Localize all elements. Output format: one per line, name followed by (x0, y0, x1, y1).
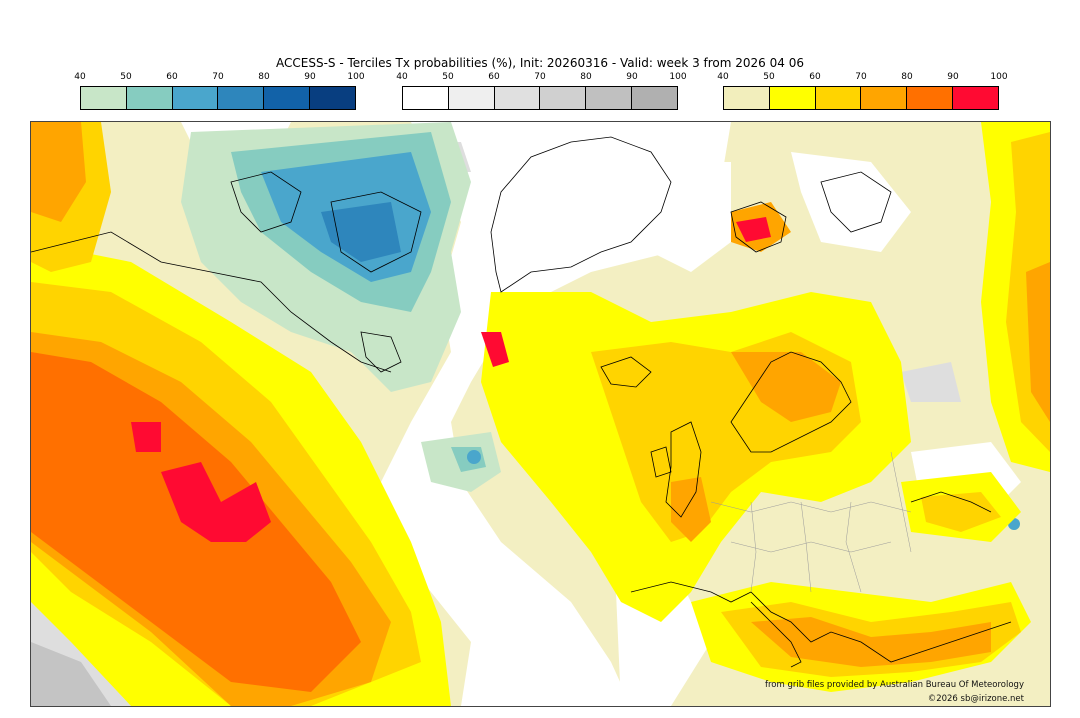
colorbar-swatch (815, 87, 862, 109)
tick-label: 40 (396, 72, 408, 82)
coastlines (31, 136, 1012, 668)
tick-label: 100 (669, 72, 687, 82)
tick-label: 80 (901, 72, 913, 82)
below-normal-areas (181, 122, 1020, 530)
tick-label: 60 (166, 72, 178, 82)
tick-label: 70 (212, 72, 224, 82)
colorbar-swatch (769, 87, 816, 109)
colorbar-swatch (310, 87, 355, 109)
colorbar-swatch (448, 87, 495, 109)
colorbar-swatch (586, 87, 633, 109)
tick-label: 90 (304, 72, 316, 82)
colorbar-swatch (494, 87, 541, 109)
source-credit: from grib files provided by Australian B… (764, 680, 1024, 690)
legend-ticks: 40 50 60 70 80 90 100 (717, 72, 1007, 86)
tick-label: 60 (488, 72, 500, 82)
chart-title: ACCESS-S - Terciles Tx probabilities (%)… (276, 56, 804, 70)
copyright-credit: ©2026 sb@irizone.net (927, 694, 1024, 704)
colorbar-swatch (907, 87, 954, 109)
colorbar (80, 86, 356, 110)
colorbar-swatch (540, 87, 587, 109)
above-normal-west-atlantic (31, 242, 451, 706)
colorbar-swatch (81, 87, 127, 109)
legend-near-normal: 40 50 60 70 80 90 100 (396, 72, 687, 110)
legend-above-normal: 40 50 60 70 80 90 100 (717, 72, 1008, 110)
tick-label: 40 (717, 72, 729, 82)
tick-label: 50 (763, 72, 775, 82)
above-normal-mediterranean (691, 472, 1031, 692)
colorbar-swatch (126, 87, 173, 109)
colorbar-swatch (403, 87, 449, 109)
colorbar-swatch (953, 87, 998, 109)
colorbar-swatch (264, 87, 311, 109)
tick-label: 70 (534, 72, 546, 82)
colorbar-swatch (724, 87, 770, 109)
tick-label: 90 (626, 72, 638, 82)
tick-label: 50 (442, 72, 454, 82)
tick-label: 80 (258, 72, 270, 82)
colorbar (723, 86, 999, 110)
above-normal-east (981, 122, 1050, 472)
above-normal-europe (481, 202, 911, 622)
legend-ticks: 40 50 60 70 80 90 100 (74, 72, 364, 86)
tick-label: 100 (990, 72, 1008, 82)
colorbar-swatch (861, 87, 908, 109)
tick-label: 60 (809, 72, 821, 82)
legend-ticks: 40 50 60 70 80 90 100 (396, 72, 686, 86)
colorbar-swatch (632, 87, 677, 109)
tick-label: 50 (120, 72, 132, 82)
tick-label: 100 (347, 72, 365, 82)
legend-below-normal: 40 50 60 70 80 90 100 (74, 72, 365, 110)
colorbar-swatch (172, 87, 219, 109)
near-normal-dark (31, 642, 111, 706)
probability-map[interactable]: from grib files provided by Australian B… (30, 121, 1051, 707)
above-normal-north-west (31, 122, 111, 272)
colorbar-swatch (218, 87, 265, 109)
tick-label: 40 (74, 72, 86, 82)
tick-label: 80 (580, 72, 592, 82)
country-borders (710, 451, 912, 593)
colorbar (402, 86, 678, 110)
tick-label: 90 (947, 72, 959, 82)
tick-label: 70 (855, 72, 867, 82)
